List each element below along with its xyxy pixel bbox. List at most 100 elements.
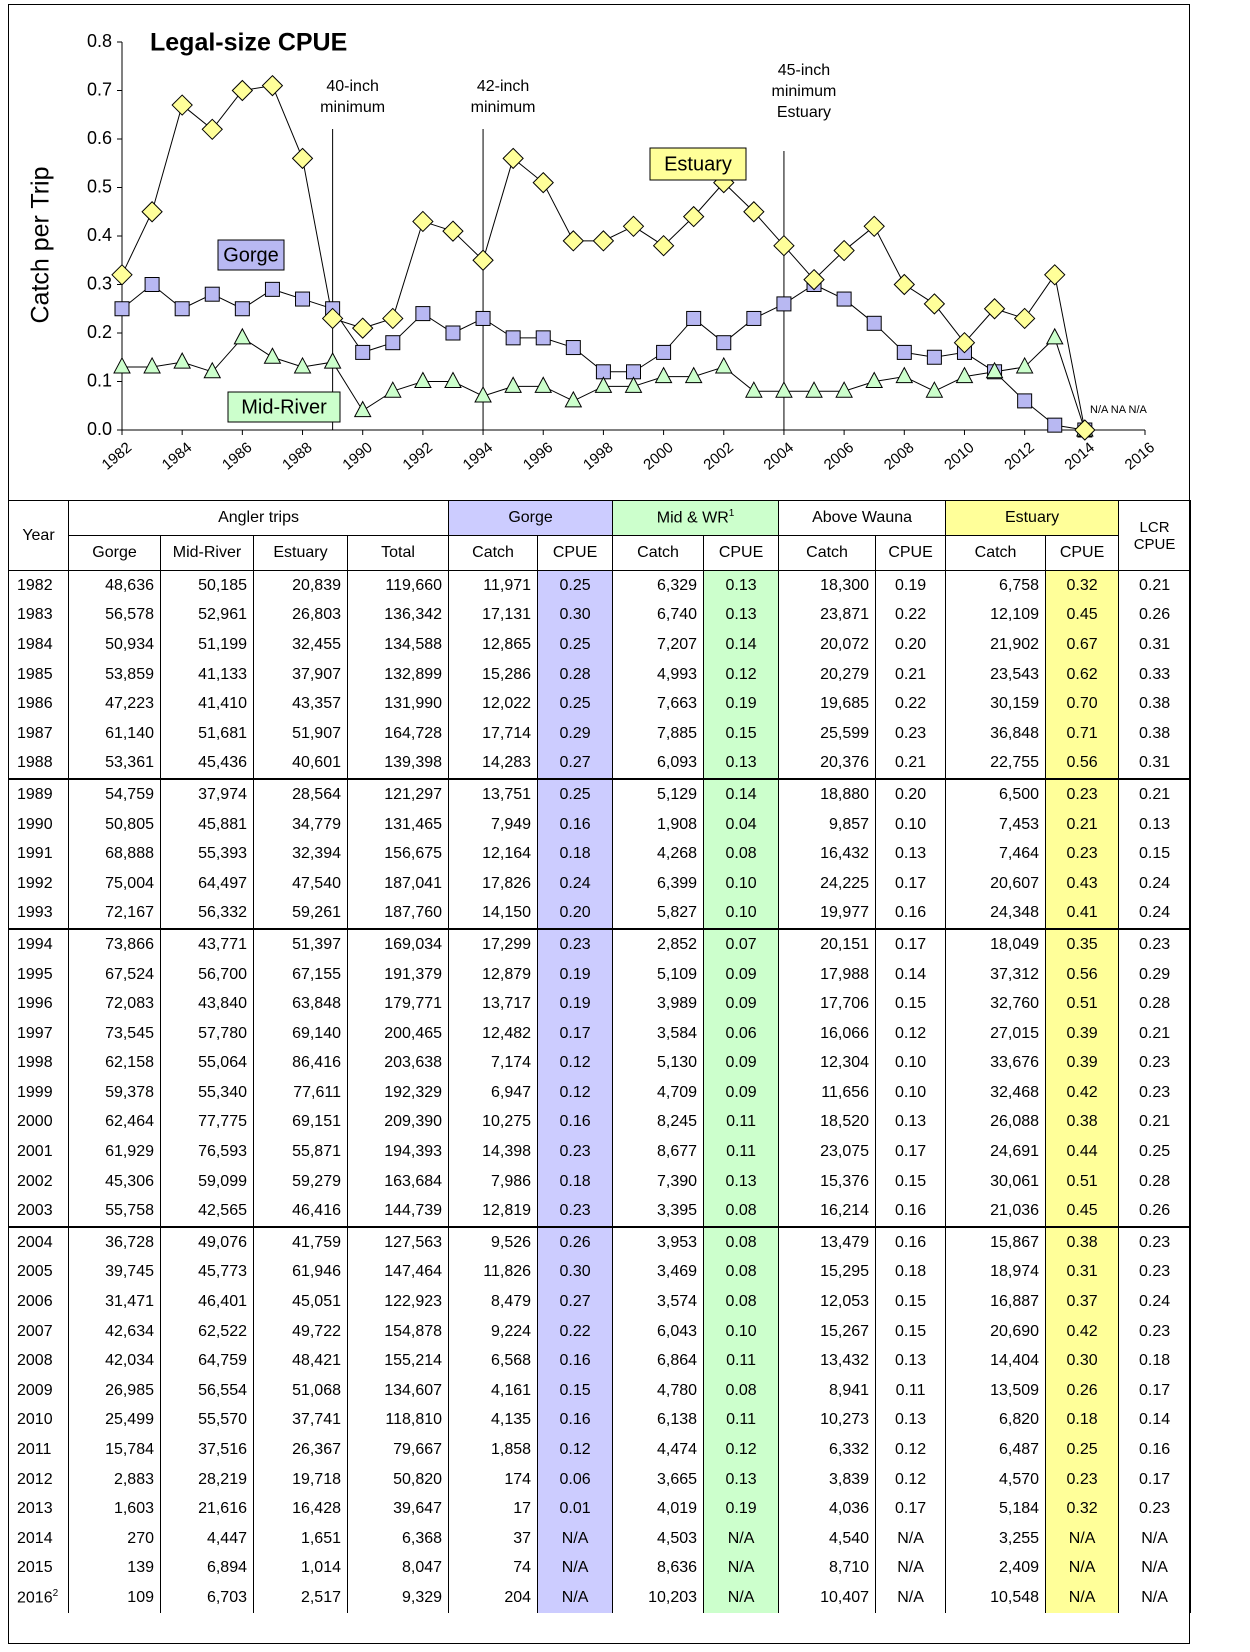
header-cell: Gorge [448,500,614,536]
table-cell: 11,826 [448,1257,539,1288]
table-cell: 0.23 [1045,1464,1120,1495]
marker [775,381,793,398]
marker [716,335,732,351]
table-cell: 46,416 [253,1196,348,1228]
x-tick-label: 1984 [159,439,195,473]
table-cell: 28,219 [160,1464,254,1495]
marker [896,344,912,360]
table-cell: 0.25 [1045,1435,1120,1465]
table-cell: 174 [448,1464,539,1495]
table-cell: 43,771 [160,928,254,960]
table-cell: 11,971 [448,570,539,601]
marker [113,356,131,374]
table-cell: 0.18 [1118,1346,1192,1377]
table-cell: 134,607 [346,1376,450,1406]
table-cell: 2013 [8,1494,69,1524]
table-cell: 0.42 [1045,1078,1120,1108]
table-cell: 50,820 [346,1464,450,1495]
table-cell: 39,745 [68,1257,161,1288]
table-cell: 61,140 [68,718,161,749]
table-cell: 62,158 [68,1048,161,1079]
table-cell: 41,759 [253,1226,348,1258]
table-row: 2012 2,883 28,219 19,718 50,820 174 0.06 3,665 0… [8,1464,1192,1495]
marker [1015,356,1034,374]
table-cell: 23,543 [945,659,1047,690]
table-cell: N/A [537,1553,614,1584]
table-cell: 0.19 [537,989,614,1019]
table-cell: 6,329 [612,570,705,601]
header-cell: CPUE [537,535,614,571]
table-cell: 4,503 [612,1524,705,1554]
marker [893,273,916,296]
table-cell: N/A [875,1553,947,1584]
header-cell: Estuary [253,535,348,571]
table-cell: 0.39 [1045,1048,1120,1079]
table-cell: 16,432 [778,839,877,869]
marker [143,356,161,374]
table-cell: 0.10 [875,809,947,840]
table-cell: 24,225 [778,868,877,899]
table-cell: 54,759 [68,778,161,810]
table-cell: 51,199 [160,630,254,660]
annotation-text: 42-inch [477,78,529,95]
table-cell: 59,099 [160,1166,254,1197]
x-tick-label: 1988 [279,439,315,473]
table-cell: 6,820 [945,1405,1047,1436]
table-cell: 43,840 [160,989,254,1019]
table-cell: 74 [448,1553,539,1584]
table-cell: 0.12 [537,1435,614,1465]
marker [773,234,795,257]
table-cell: 49,722 [253,1316,348,1347]
table-cell: 3,953 [612,1226,705,1258]
table-cell: 36,848 [945,718,1047,749]
table-cell: 55,393 [160,839,254,869]
table-cell: 0.23 [537,1137,614,1167]
table-cell: 0.28 [1118,1166,1192,1197]
table-cell: 8,245 [612,1107,705,1138]
marker [203,361,222,379]
table-cell: 0.32 [1045,570,1120,601]
table-cell: 0.19 [537,959,614,990]
table-cell: 42,034 [68,1346,161,1377]
marker [865,371,884,388]
header-cell: LCR CPUE [1118,500,1192,571]
table-cell: 0.14 [1118,1405,1192,1436]
table-cell: 13,432 [778,1346,877,1377]
table-cell: 36,728 [68,1226,161,1258]
table-cell: 1985 [8,659,69,690]
table-cell: 14,150 [448,898,539,930]
table-cell: 22,755 [945,748,1047,780]
table-cell: 164,728 [346,718,450,749]
table-cell: 0.21 [1118,778,1192,810]
table-cell: 0.31 [1045,1257,1120,1288]
table-cell: 15,267 [778,1316,877,1347]
table-row: 2004 36,728 49,076 41,759 127,563 9,526 0.26 3,… [8,1226,1192,1258]
table-cell: 26,985 [68,1376,161,1406]
marker [652,234,675,257]
table-cell: 72,167 [68,898,161,930]
table-cell: 12,304 [778,1048,877,1079]
marker [1047,417,1063,433]
table-cell: 15,286 [448,659,539,690]
table-cell: 13,509 [945,1376,1047,1406]
table-cell: 0.29 [1118,959,1192,990]
table-cell: 56,700 [160,959,254,990]
table-row: 1992 75,004 64,497 47,540 187,041 17,826 0.24 6… [8,868,1192,899]
table-cell: 2011 [8,1435,69,1465]
na-note: N/A NA N/A [1090,404,1148,416]
marker [353,400,372,418]
table-cell: 9,857 [778,809,877,840]
marker [383,381,402,398]
table-cell: 0.04 [703,809,780,840]
table-cell: 37,907 [253,659,348,690]
data-table: Year Angler trips Gorge Mid & WR1 Above Waun… [8,500,1192,1613]
table-cell: 0.21 [1045,809,1120,840]
table-cell: 11,656 [778,1078,877,1108]
table-cell: 59,279 [253,1166,348,1197]
table-cell: 3,839 [778,1464,877,1495]
table-cell: 1,014 [253,1553,348,1584]
y-tick-label: 0.0 [87,419,112,439]
table-cell: 5,184 [945,1494,1047,1524]
marker [805,381,823,398]
table-cell: 121,297 [346,778,450,810]
